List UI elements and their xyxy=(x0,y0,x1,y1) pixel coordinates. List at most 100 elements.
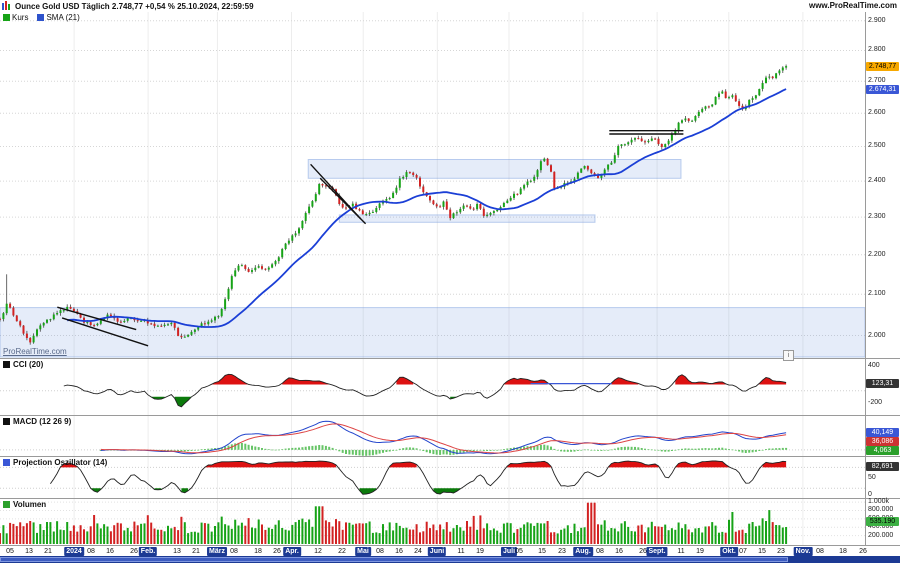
projection-line xyxy=(50,460,787,495)
macd-square-icon xyxy=(3,418,10,425)
cci-plot xyxy=(63,373,787,408)
x-axis-label: 26 xyxy=(639,548,647,555)
x-axis-label: 15 xyxy=(758,548,766,555)
titlebar: Ounce Gold USD Täglich 2.748,77 +0,54 % … xyxy=(0,0,900,12)
x-axis-label: 15 xyxy=(538,548,546,555)
price-axis-tick: 2.400 xyxy=(868,177,886,185)
projection-axis-tick: 0 xyxy=(868,491,872,499)
x-axis-label: 19 xyxy=(476,548,484,555)
x-axis-month-label: Feb. xyxy=(138,547,158,556)
x-axis-label: 24 xyxy=(414,548,422,555)
volume-panel-label[interactable]: Volumen xyxy=(3,500,46,509)
macd-value-badge-1: 36,086 xyxy=(866,437,899,447)
sma-line xyxy=(67,88,787,328)
x-axis-label: 18 xyxy=(254,548,262,555)
x-axis-label: 19 xyxy=(696,548,704,555)
x-axis-label: 05 xyxy=(6,548,14,555)
cci-square-icon xyxy=(3,361,10,368)
x-axis-label: 23 xyxy=(777,548,785,555)
x-axis-label: 21 xyxy=(44,548,52,555)
scrollbar-thumb[interactable] xyxy=(0,557,788,562)
support-resistance-zone xyxy=(0,307,866,358)
sma-21-line xyxy=(67,88,787,328)
info-icon[interactable]: i xyxy=(783,350,794,361)
x-axis-month-label: Juni xyxy=(427,547,447,556)
price-axis-tick: 2.700 xyxy=(868,77,886,85)
cci-panel-label[interactable]: CCI (20) xyxy=(3,360,43,369)
x-axis-label: 26 xyxy=(273,548,281,555)
price-axis-tick: 2.300 xyxy=(868,213,886,221)
chart-legend: Kurs SMA (21) xyxy=(3,13,80,22)
macd-value-badge-0: 40,149 xyxy=(866,428,899,438)
x-axis-label: 07 xyxy=(739,548,747,555)
macd-panel-label[interactable]: MACD (12 26 9) xyxy=(3,417,71,426)
legend-sma[interactable]: SMA (21) xyxy=(37,13,80,22)
x-axis-label: 16 xyxy=(615,548,623,555)
x-axis-label: 12 xyxy=(314,548,322,555)
volume-plot xyxy=(0,502,788,544)
volume-value-badge: 535.190 xyxy=(866,517,899,527)
projection-panel-label[interactable]: Projection Oszillator (14) xyxy=(3,458,107,467)
x-axis-label: 23 xyxy=(558,548,566,555)
price-axis-tick: 2.900 xyxy=(868,16,886,24)
cci-value-badge: 123,31 xyxy=(866,378,899,388)
volume-axis-tick: 800.000 xyxy=(868,506,894,514)
x-axis-month-label: Aug. xyxy=(573,547,593,556)
x-axis-month-label: Mai xyxy=(355,547,371,556)
x-axis-month-label: Apr. xyxy=(283,547,301,556)
last-price-badge: 2.748,77 xyxy=(866,61,899,71)
candles xyxy=(0,64,788,345)
trendlines xyxy=(57,129,684,347)
prorealtime-link[interactable]: www.ProRealTime.com xyxy=(808,1,897,10)
price-axis-tick: 2.100 xyxy=(868,290,886,298)
kurs-square-icon xyxy=(3,14,10,21)
macd-label-text: MACD (12 26 9) xyxy=(13,417,72,426)
x-axis-label: 26 xyxy=(130,548,138,555)
support-resistance-zone xyxy=(307,159,682,179)
volume-axis-tick: 200.000 xyxy=(868,531,894,539)
projection-plot xyxy=(50,460,787,495)
price-axis-tick: 2.600 xyxy=(868,109,886,117)
x-axis-label: 16 xyxy=(106,548,114,555)
x-axis-month-label: Juli xyxy=(500,547,518,556)
kurs-label: Kurs xyxy=(12,13,29,22)
x-axis-label: 18 xyxy=(839,548,847,555)
cci-axis-tick: -200 xyxy=(868,398,883,406)
panel-frame xyxy=(0,12,900,546)
watermark-link[interactable]: ProRealTime.com xyxy=(3,347,67,356)
x-axis-label: 08 xyxy=(816,548,824,555)
macd-line xyxy=(100,420,787,455)
x-axis-label: 11 xyxy=(677,548,685,555)
support-resistance-zone xyxy=(338,214,596,223)
trendline xyxy=(319,177,367,225)
horizontal-scrollbar[interactable] xyxy=(0,556,900,563)
macd-plot xyxy=(0,420,865,456)
legend-kurs[interactable]: Kurs xyxy=(3,13,28,22)
volume-square-icon xyxy=(3,501,10,508)
x-axis-label: 08 xyxy=(230,548,238,555)
x-axis-label: 16 xyxy=(395,548,403,555)
projection-label-text: Projection Oszillator (14) xyxy=(13,458,108,467)
macd-signal-line xyxy=(100,423,787,454)
x-axis-month-label: Sept. xyxy=(646,547,668,556)
x-axis-label: 22 xyxy=(338,548,346,555)
volume-axis-tick: 1.000k xyxy=(868,498,890,506)
price-axis-tick: 2.500 xyxy=(868,142,886,150)
x-axis-label: 08 xyxy=(596,548,604,555)
x-axis-label: 08 xyxy=(376,548,384,555)
price-axis-tick: 2.800 xyxy=(868,46,886,54)
price-axis-tick: 2.000 xyxy=(868,331,886,339)
sma-label: SMA (21) xyxy=(46,13,80,22)
trendline xyxy=(57,306,137,331)
cci-label-text: CCI (20) xyxy=(13,360,44,369)
cci-line xyxy=(63,373,787,408)
sma-value-badge: 2.674,31 xyxy=(866,84,899,94)
price-axis-tick: 2.200 xyxy=(868,250,886,258)
projection-square-icon xyxy=(3,459,10,466)
projection-axis-tick: 50 xyxy=(868,473,876,481)
x-axis-label: 21 xyxy=(192,548,200,555)
gridlines xyxy=(0,12,865,545)
